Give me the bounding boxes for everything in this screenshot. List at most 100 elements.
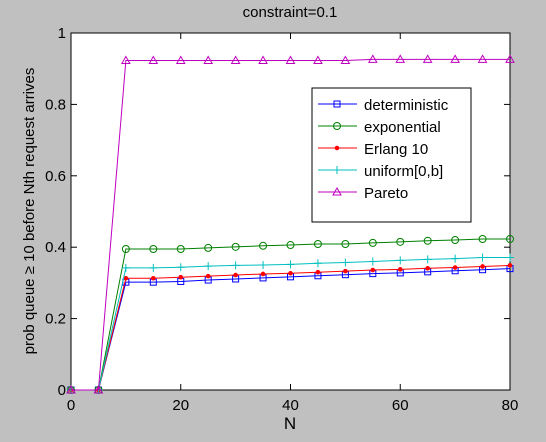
data-point [204, 262, 213, 271]
series-line [71, 268, 511, 391]
legend-entry: Erlang 10 [318, 141, 428, 158]
axis-ticks: 0 20 40 60 80 0 0.2 0.4 0.6 0.8 1 [45, 25, 518, 414]
y-tick-label: 0.4 [45, 239, 66, 256]
x-tick-label: 60 [392, 397, 409, 414]
series-4 [66, 54, 515, 394]
data-point [423, 236, 432, 245]
data-point [478, 253, 487, 262]
data-point [341, 258, 350, 267]
legend-marker [332, 186, 342, 196]
data-point [396, 237, 405, 246]
data-point [367, 54, 378, 63]
data-point [452, 265, 458, 270]
legend-entry: uniform[0,b] [318, 163, 443, 180]
data-point [121, 55, 131, 64]
data-point [396, 256, 405, 265]
data-point [422, 54, 433, 63]
data-point [231, 242, 240, 251]
data-point [260, 271, 266, 277]
legend-entry: Pareto [318, 185, 408, 202]
data-point [340, 55, 351, 64]
data-point [370, 267, 376, 273]
data-point [93, 384, 104, 394]
series-lines [66, 54, 515, 394]
data-point [315, 269, 321, 275]
legend-marker [334, 145, 340, 151]
legend: deterministic exponential Erlang 10 uniform… [311, 87, 472, 223]
legend-marker [333, 122, 341, 130]
legend-marker [333, 100, 341, 108]
data-point [149, 263, 158, 272]
data-point [233, 272, 238, 278]
data-point [176, 244, 185, 253]
data-point [505, 54, 515, 63]
data-point [451, 236, 460, 245]
data-point [230, 55, 241, 64]
data-point [288, 270, 293, 276]
data-point [203, 55, 214, 64]
legend-box [311, 87, 472, 223]
data-point [368, 257, 377, 266]
data-point [423, 255, 432, 264]
data-point [397, 267, 403, 272]
data-point [425, 265, 430, 271]
data-point [285, 55, 296, 64]
data-point [121, 244, 130, 253]
data-point [313, 259, 322, 268]
data-point [205, 273, 211, 279]
data-point [507, 263, 513, 268]
data-point [175, 55, 186, 64]
legend-entry: exponential [318, 119, 441, 136]
legend-entry: deterministic [318, 97, 449, 114]
legend-label: uniform[0,b] [364, 163, 443, 180]
data-point [286, 260, 295, 269]
data-point [451, 254, 460, 263]
data-point [231, 261, 240, 270]
y-axis-label: prob queue ≥ 10 before Nth request arriv… [21, 68, 38, 355]
data-point [204, 243, 213, 252]
x-tick-label: 20 [172, 397, 189, 414]
data-point [149, 244, 158, 253]
data-point [259, 241, 268, 250]
data-point [313, 55, 323, 64]
data-point [123, 275, 129, 281]
data-point [66, 384, 76, 394]
x-tick-label: 40 [282, 397, 299, 414]
data-point [506, 234, 514, 243]
data-point [478, 234, 487, 243]
data-point [148, 55, 159, 64]
legend-label: deterministic [364, 97, 449, 114]
data-point [258, 55, 268, 64]
y-tick-label: 0.8 [45, 96, 66, 113]
series-2 [68, 263, 513, 393]
data-point [178, 274, 184, 280]
legend-label: Pareto [364, 185, 408, 202]
y-tick-label: 1 [58, 25, 66, 42]
data-point [176, 263, 185, 272]
data-point [368, 238, 377, 247]
x-tick-label: 80 [502, 397, 519, 414]
series-1 [67, 234, 514, 394]
data-point [341, 239, 350, 248]
data-point [506, 253, 514, 262]
data-point [313, 239, 322, 248]
series-line [71, 58, 510, 391]
data-point [151, 275, 156, 281]
y-tick-label: 0 [58, 382, 66, 399]
series-line [71, 238, 510, 391]
y-tick-label: 0.6 [45, 168, 66, 185]
data-point [395, 54, 406, 63]
data-point [286, 241, 295, 250]
data-point [480, 264, 485, 269]
data-point [450, 54, 460, 63]
chart-title: constraint=0.1 [243, 4, 338, 21]
legend-marker [333, 166, 341, 174]
data-point [259, 261, 268, 270]
y-tick-label: 0.2 [45, 311, 66, 328]
x-tick-label: 0 [67, 397, 75, 414]
data-point [343, 268, 348, 274]
legend-label: Erlang 10 [364, 141, 428, 158]
data-point [121, 263, 130, 272]
